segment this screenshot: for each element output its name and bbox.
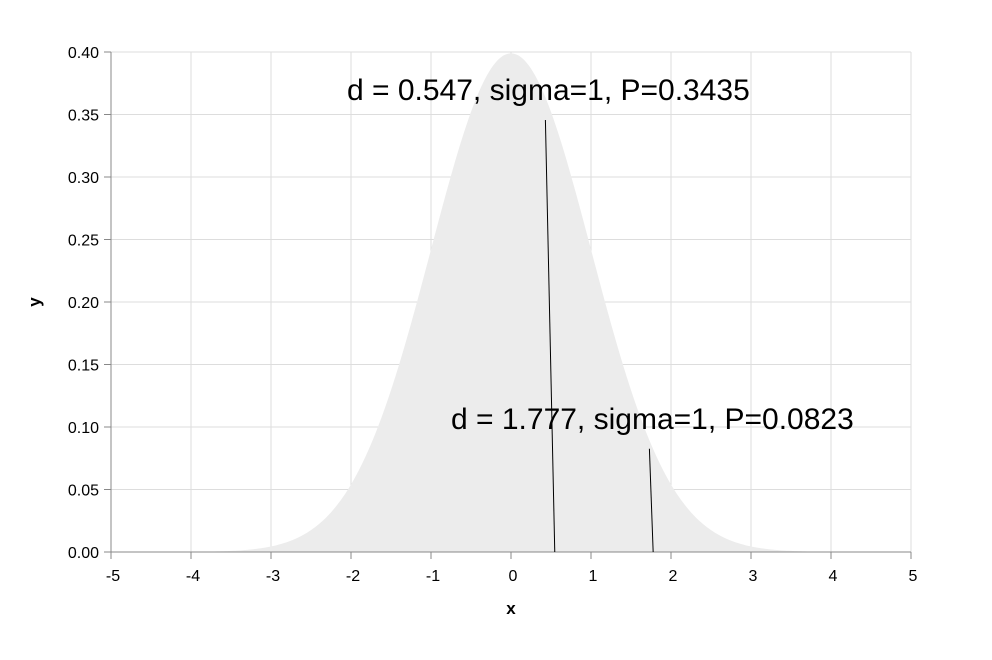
y-tick-label: 0.35 (68, 108, 99, 125)
x-tick-label: 1 (589, 568, 598, 585)
normal-curve-area (111, 53, 911, 552)
y-tick-label: 0.15 (68, 358, 99, 375)
y-tick-label: 0.40 (68, 45, 99, 62)
annotation-line-1 (544, 119, 556, 553)
axes: -5 -4 -3 -2 -1 0 1 2 3 4 5 0.00 0.05 0.10 0.15 0.20 0.25… (68, 45, 918, 585)
annotations: d = 0.547, sigma=1, P=0.3435 d = 1.777, s… (347, 74, 854, 553)
x-tick-label: -5 (106, 568, 120, 585)
x-tick-label: -3 (266, 568, 280, 585)
x-tick-label: 5 (909, 568, 918, 585)
y-axis-title: y (25, 297, 44, 307)
x-tick-label: 3 (749, 568, 758, 585)
annotation-label-2: d = 1.777, sigma=1, P=0.0823 (451, 403, 854, 436)
annotation-label-1: d = 0.547, sigma=1, P=0.3435 (347, 74, 750, 107)
x-tick-label: 2 (669, 568, 678, 585)
x-tick-label: -4 (186, 568, 200, 585)
x-tick-label: 0 (509, 568, 518, 585)
x-tick-label: -2 (346, 568, 360, 585)
y-tick-label: 0.05 (68, 483, 99, 500)
y-tick-label: 0.25 (68, 233, 99, 250)
x-axis-title: x (506, 599, 516, 618)
x-tick-label: 4 (829, 568, 838, 585)
y-tick-label: 0.10 (68, 420, 99, 437)
annotation-line-2 (648, 448, 654, 553)
y-tick-label: 0.30 (68, 170, 99, 187)
x-tick-label: -1 (426, 568, 440, 585)
y-tick-label: 0.00 (68, 545, 99, 562)
y-tick-label: 0.20 (68, 295, 99, 312)
